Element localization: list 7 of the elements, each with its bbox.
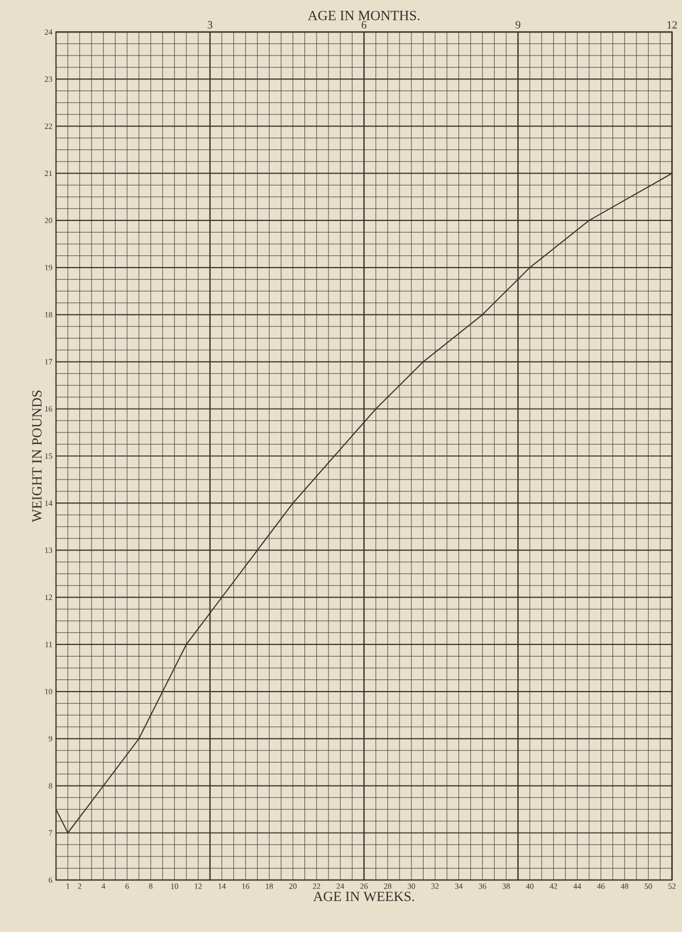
y-axis-title: WEIGHT IN POUNDS bbox=[32, 390, 42, 522]
x2-tick-label: 12 bbox=[667, 21, 677, 28]
x2-tick-label: 3 bbox=[208, 21, 212, 28]
x2-axis-title: AGE IN MONTHS. bbox=[308, 10, 420, 20]
x2-tick-label: 9 bbox=[516, 21, 520, 28]
x2-tick-label: 6 bbox=[362, 21, 366, 28]
x-axis-title: AGE IN WEEKS. bbox=[313, 892, 414, 902]
